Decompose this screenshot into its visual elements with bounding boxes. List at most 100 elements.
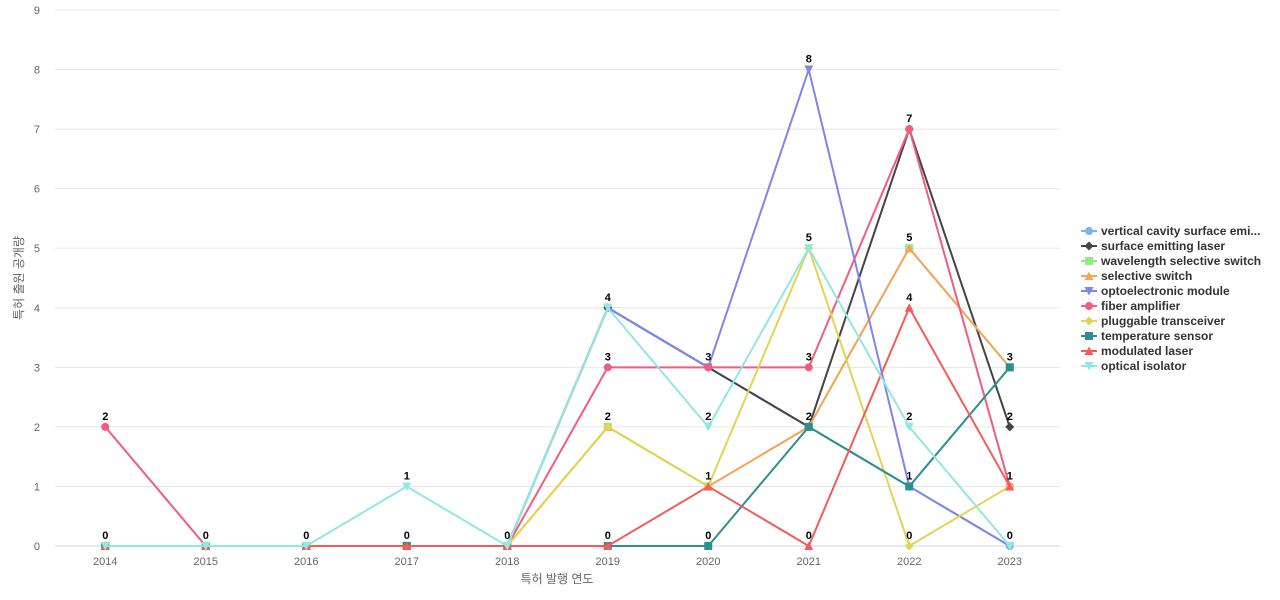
data-label: 8 bbox=[806, 54, 812, 66]
data-point-fiber-amplifier[interactable] bbox=[704, 363, 713, 372]
data-point-temperature-sensor[interactable] bbox=[1005, 363, 1014, 372]
series-wavelength-selective-switch[interactable] bbox=[101, 244, 1014, 550]
data-label: 2 bbox=[605, 411, 611, 423]
legend-label: vertical cavity surface emi... bbox=[1101, 224, 1260, 238]
y-tick-label: 7 bbox=[34, 124, 40, 136]
x-tick-label: 2023 bbox=[998, 556, 1022, 568]
data-point-optoelectronic-module[interactable] bbox=[804, 65, 814, 75]
data-point-temperature-sensor[interactable] bbox=[905, 482, 914, 491]
data-point-modulated-laser[interactable] bbox=[402, 541, 412, 551]
data-point-optical-isolator[interactable] bbox=[1005, 542, 1015, 551]
legend-item-pluggable-transceiver[interactable]: pluggable transceiver bbox=[1081, 314, 1225, 328]
series-line-optical-isolator[interactable] bbox=[104, 247, 1011, 547]
data-point-optical-isolator[interactable] bbox=[201, 542, 211, 551]
data-label: 2 bbox=[102, 411, 108, 423]
x-tick-label: 2014 bbox=[93, 556, 117, 568]
data-label: 0 bbox=[404, 530, 410, 542]
data-label: 1 bbox=[705, 470, 711, 482]
legend[interactable]: vertical cavity surface emi...surface em… bbox=[1081, 224, 1261, 373]
legend-symbol bbox=[1084, 271, 1094, 280]
data-label: 1 bbox=[906, 470, 912, 482]
data-point-temperature-sensor[interactable] bbox=[704, 542, 713, 550]
series-optical-isolator[interactable] bbox=[100, 244, 1015, 551]
legend-item-modulated-laser[interactable]: modulated laser bbox=[1081, 344, 1193, 358]
legend-symbol bbox=[1085, 332, 1093, 340]
data-label: 1 bbox=[1007, 470, 1013, 482]
data-point-pluggable-transceiver[interactable] bbox=[904, 541, 914, 551]
x-tick-label: 2015 bbox=[194, 556, 218, 568]
legend-item-selective-switch[interactable]: selective switch bbox=[1081, 269, 1192, 283]
data-point-temperature-sensor[interactable] bbox=[804, 422, 813, 431]
y-tick-label: 8 bbox=[34, 65, 40, 77]
data-label: 0 bbox=[605, 530, 611, 542]
y-tick-label: 4 bbox=[34, 303, 40, 315]
legend-item-fiber-amplifier[interactable]: fiber amplifier bbox=[1081, 299, 1181, 313]
data-point-optical-isolator[interactable] bbox=[804, 244, 814, 253]
data-point-surface-emitting-laser[interactable] bbox=[1005, 422, 1015, 432]
legend-label: pluggable transceiver bbox=[1101, 314, 1225, 328]
data-point-fiber-amplifier[interactable] bbox=[804, 363, 813, 372]
data-point-optical-isolator[interactable] bbox=[502, 542, 512, 551]
data-point-optical-isolator[interactable] bbox=[100, 542, 110, 551]
data-label: 0 bbox=[705, 530, 711, 542]
x-tick-label: 2022 bbox=[897, 556, 921, 568]
series-line-wavelength-selective-switch[interactable] bbox=[104, 247, 1011, 547]
data-label: 0 bbox=[303, 530, 309, 542]
series-line-pluggable-transceiver[interactable] bbox=[104, 247, 1011, 547]
data-label: 0 bbox=[203, 530, 209, 542]
data-label: 2 bbox=[705, 411, 711, 423]
data-label: 1 bbox=[404, 470, 410, 482]
data-point-optical-isolator[interactable] bbox=[603, 303, 613, 313]
series-layer bbox=[100, 65, 1015, 551]
x-tick-label: 2019 bbox=[596, 556, 620, 568]
data-point-fiber-amplifier[interactable] bbox=[905, 125, 914, 134]
y-tick-label: 2 bbox=[34, 422, 40, 434]
series-pluggable-transceiver[interactable] bbox=[100, 243, 1015, 551]
data-point-modulated-laser[interactable] bbox=[904, 303, 914, 312]
data-point-modulated-laser[interactable] bbox=[703, 481, 713, 491]
data-point-optical-isolator[interactable] bbox=[703, 422, 713, 432]
legend-label: temperature sensor bbox=[1101, 329, 1213, 343]
series-selective-switch[interactable] bbox=[100, 243, 1015, 550]
y-tick-label: 9 bbox=[34, 5, 40, 17]
data-point-optical-isolator[interactable] bbox=[301, 542, 311, 551]
legend-symbol bbox=[1084, 287, 1094, 296]
legend-item-temperature-sensor[interactable]: temperature sensor bbox=[1081, 329, 1213, 343]
legend-label: wavelength selective switch bbox=[1100, 254, 1261, 268]
legend-label: optical isolator bbox=[1101, 359, 1187, 373]
legend-item-vertical-cavity-surface-emi[interactable]: vertical cavity surface emi... bbox=[1081, 224, 1260, 238]
legend-symbol bbox=[1084, 346, 1094, 355]
data-point-optical-isolator[interactable] bbox=[402, 482, 412, 491]
data-point-optical-isolator[interactable] bbox=[904, 422, 914, 432]
legend-item-optical-isolator[interactable]: optical isolator bbox=[1081, 359, 1187, 373]
y-tick-label: 0 bbox=[34, 541, 40, 553]
grid-lines bbox=[55, 9, 1060, 547]
data-labels: 2 0 0 0 1 0 0 4 3 2 0 3 2 1 0 8 5 3 2 0 7 5 4 2 1 0 3 2 1 0 bbox=[102, 54, 1013, 542]
legend-item-optoelectronic-module[interactable]: optoelectronic module bbox=[1081, 284, 1230, 298]
data-point-modulated-laser[interactable] bbox=[1005, 481, 1015, 491]
series-line-selective-switch[interactable] bbox=[104, 247, 1011, 547]
y-axis-title: 특허 출원 공개량 bbox=[12, 236, 26, 320]
x-tick-label: 2018 bbox=[495, 556, 519, 568]
x-tick-label: 2021 bbox=[797, 556, 821, 568]
legend-item-surface-emitting-laser[interactable]: surface emitting laser bbox=[1081, 239, 1225, 253]
data-label: 2 bbox=[1007, 411, 1013, 423]
y-tick-label: 3 bbox=[34, 362, 40, 374]
data-point-fiber-amplifier[interactable] bbox=[603, 363, 612, 372]
data-point-modulated-laser[interactable] bbox=[804, 541, 814, 551]
y-tick-label: 6 bbox=[34, 184, 40, 196]
data-label: 3 bbox=[705, 351, 711, 363]
data-point-selective-switch[interactable] bbox=[904, 243, 914, 253]
data-point-fiber-amplifier[interactable] bbox=[101, 422, 110, 431]
x-axis-ticks: 2014 2015 2016 2017 2018 2019 2020 2021 2022 2023 bbox=[93, 556, 1022, 568]
legend-item-wavelength-selective-switch[interactable]: wavelength selective switch bbox=[1081, 254, 1261, 268]
data-label: 3 bbox=[806, 351, 812, 363]
x-tick-label: 2020 bbox=[696, 556, 720, 568]
legend-label: modulated laser bbox=[1101, 344, 1193, 358]
legend-symbol bbox=[1084, 241, 1094, 251]
data-point-modulated-laser[interactable] bbox=[603, 541, 613, 551]
y-tick-label: 5 bbox=[34, 243, 40, 255]
data-point-pluggable-transceiver[interactable] bbox=[603, 422, 613, 432]
data-label: 4 bbox=[906, 292, 913, 304]
data-label: 7 bbox=[906, 113, 912, 125]
